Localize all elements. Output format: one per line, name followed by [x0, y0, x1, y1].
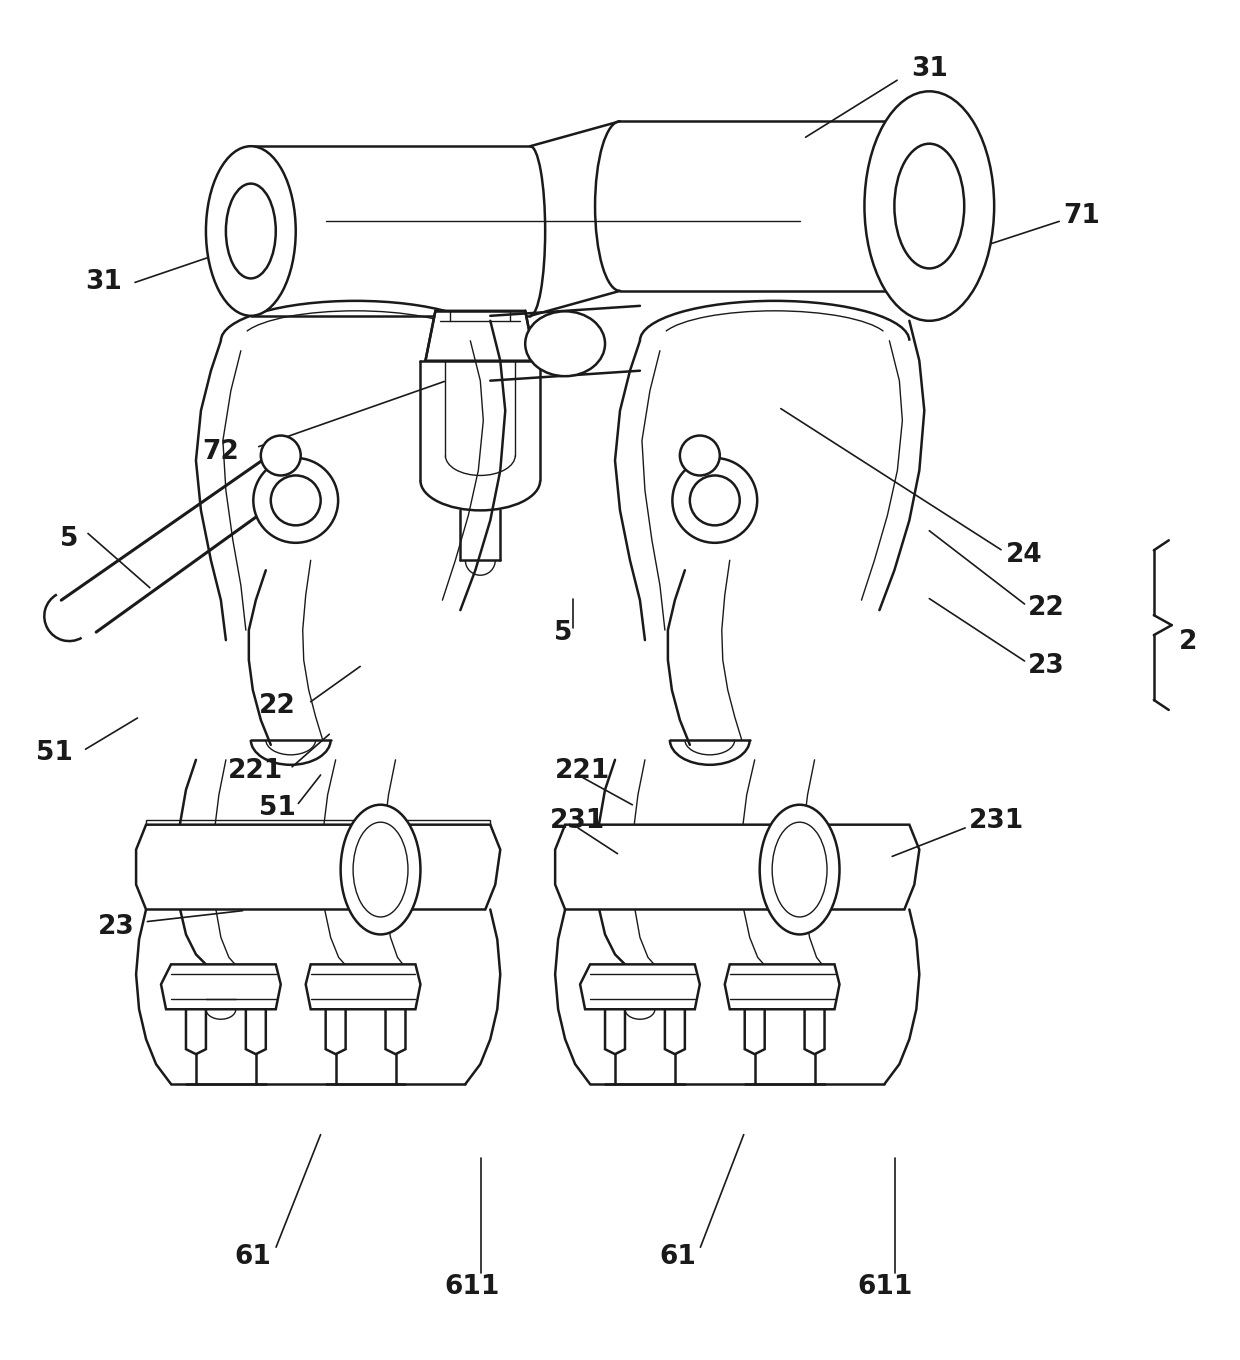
Ellipse shape — [760, 805, 839, 934]
Polygon shape — [246, 1009, 265, 1054]
Polygon shape — [605, 1009, 625, 1054]
Ellipse shape — [773, 823, 827, 917]
Text: 22: 22 — [259, 692, 295, 719]
Polygon shape — [326, 1009, 346, 1054]
Ellipse shape — [341, 805, 420, 934]
Ellipse shape — [206, 146, 295, 316]
Text: 23: 23 — [1028, 653, 1065, 680]
Polygon shape — [724, 964, 839, 1009]
Text: 611: 611 — [444, 1273, 500, 1300]
Ellipse shape — [353, 823, 408, 917]
Ellipse shape — [894, 144, 965, 268]
Polygon shape — [580, 964, 699, 1009]
Text: 221: 221 — [228, 758, 283, 783]
Polygon shape — [136, 824, 500, 910]
Polygon shape — [186, 1009, 206, 1054]
Text: 51: 51 — [259, 794, 295, 820]
Text: 31: 31 — [86, 269, 123, 295]
Polygon shape — [146, 820, 490, 884]
Polygon shape — [665, 1009, 684, 1054]
Text: 2: 2 — [1179, 630, 1198, 656]
Ellipse shape — [260, 435, 301, 476]
Text: 231: 231 — [968, 808, 1024, 834]
Text: 23: 23 — [98, 914, 135, 940]
Text: 611: 611 — [858, 1273, 913, 1300]
Ellipse shape — [253, 458, 339, 543]
Polygon shape — [161, 964, 280, 1009]
Polygon shape — [425, 311, 536, 360]
Polygon shape — [745, 1009, 765, 1054]
Polygon shape — [386, 1009, 405, 1054]
Polygon shape — [306, 964, 420, 1009]
Polygon shape — [556, 824, 919, 910]
Text: 5: 5 — [554, 620, 573, 646]
Ellipse shape — [689, 476, 740, 525]
Text: 72: 72 — [202, 439, 238, 465]
Text: 51: 51 — [36, 740, 73, 766]
Polygon shape — [805, 1009, 825, 1054]
Ellipse shape — [270, 476, 321, 525]
Text: 71: 71 — [1063, 203, 1100, 228]
Text: 61: 61 — [234, 1243, 270, 1270]
Text: 221: 221 — [554, 758, 610, 783]
Ellipse shape — [526, 311, 605, 377]
Text: 231: 231 — [549, 808, 605, 834]
Ellipse shape — [672, 458, 758, 543]
Ellipse shape — [864, 91, 994, 321]
Text: 24: 24 — [1006, 543, 1043, 568]
Text: 31: 31 — [910, 56, 947, 83]
Ellipse shape — [680, 435, 719, 476]
Text: 61: 61 — [660, 1243, 697, 1270]
Ellipse shape — [226, 184, 275, 279]
Text: 22: 22 — [1028, 596, 1065, 622]
Text: 5: 5 — [60, 526, 78, 552]
